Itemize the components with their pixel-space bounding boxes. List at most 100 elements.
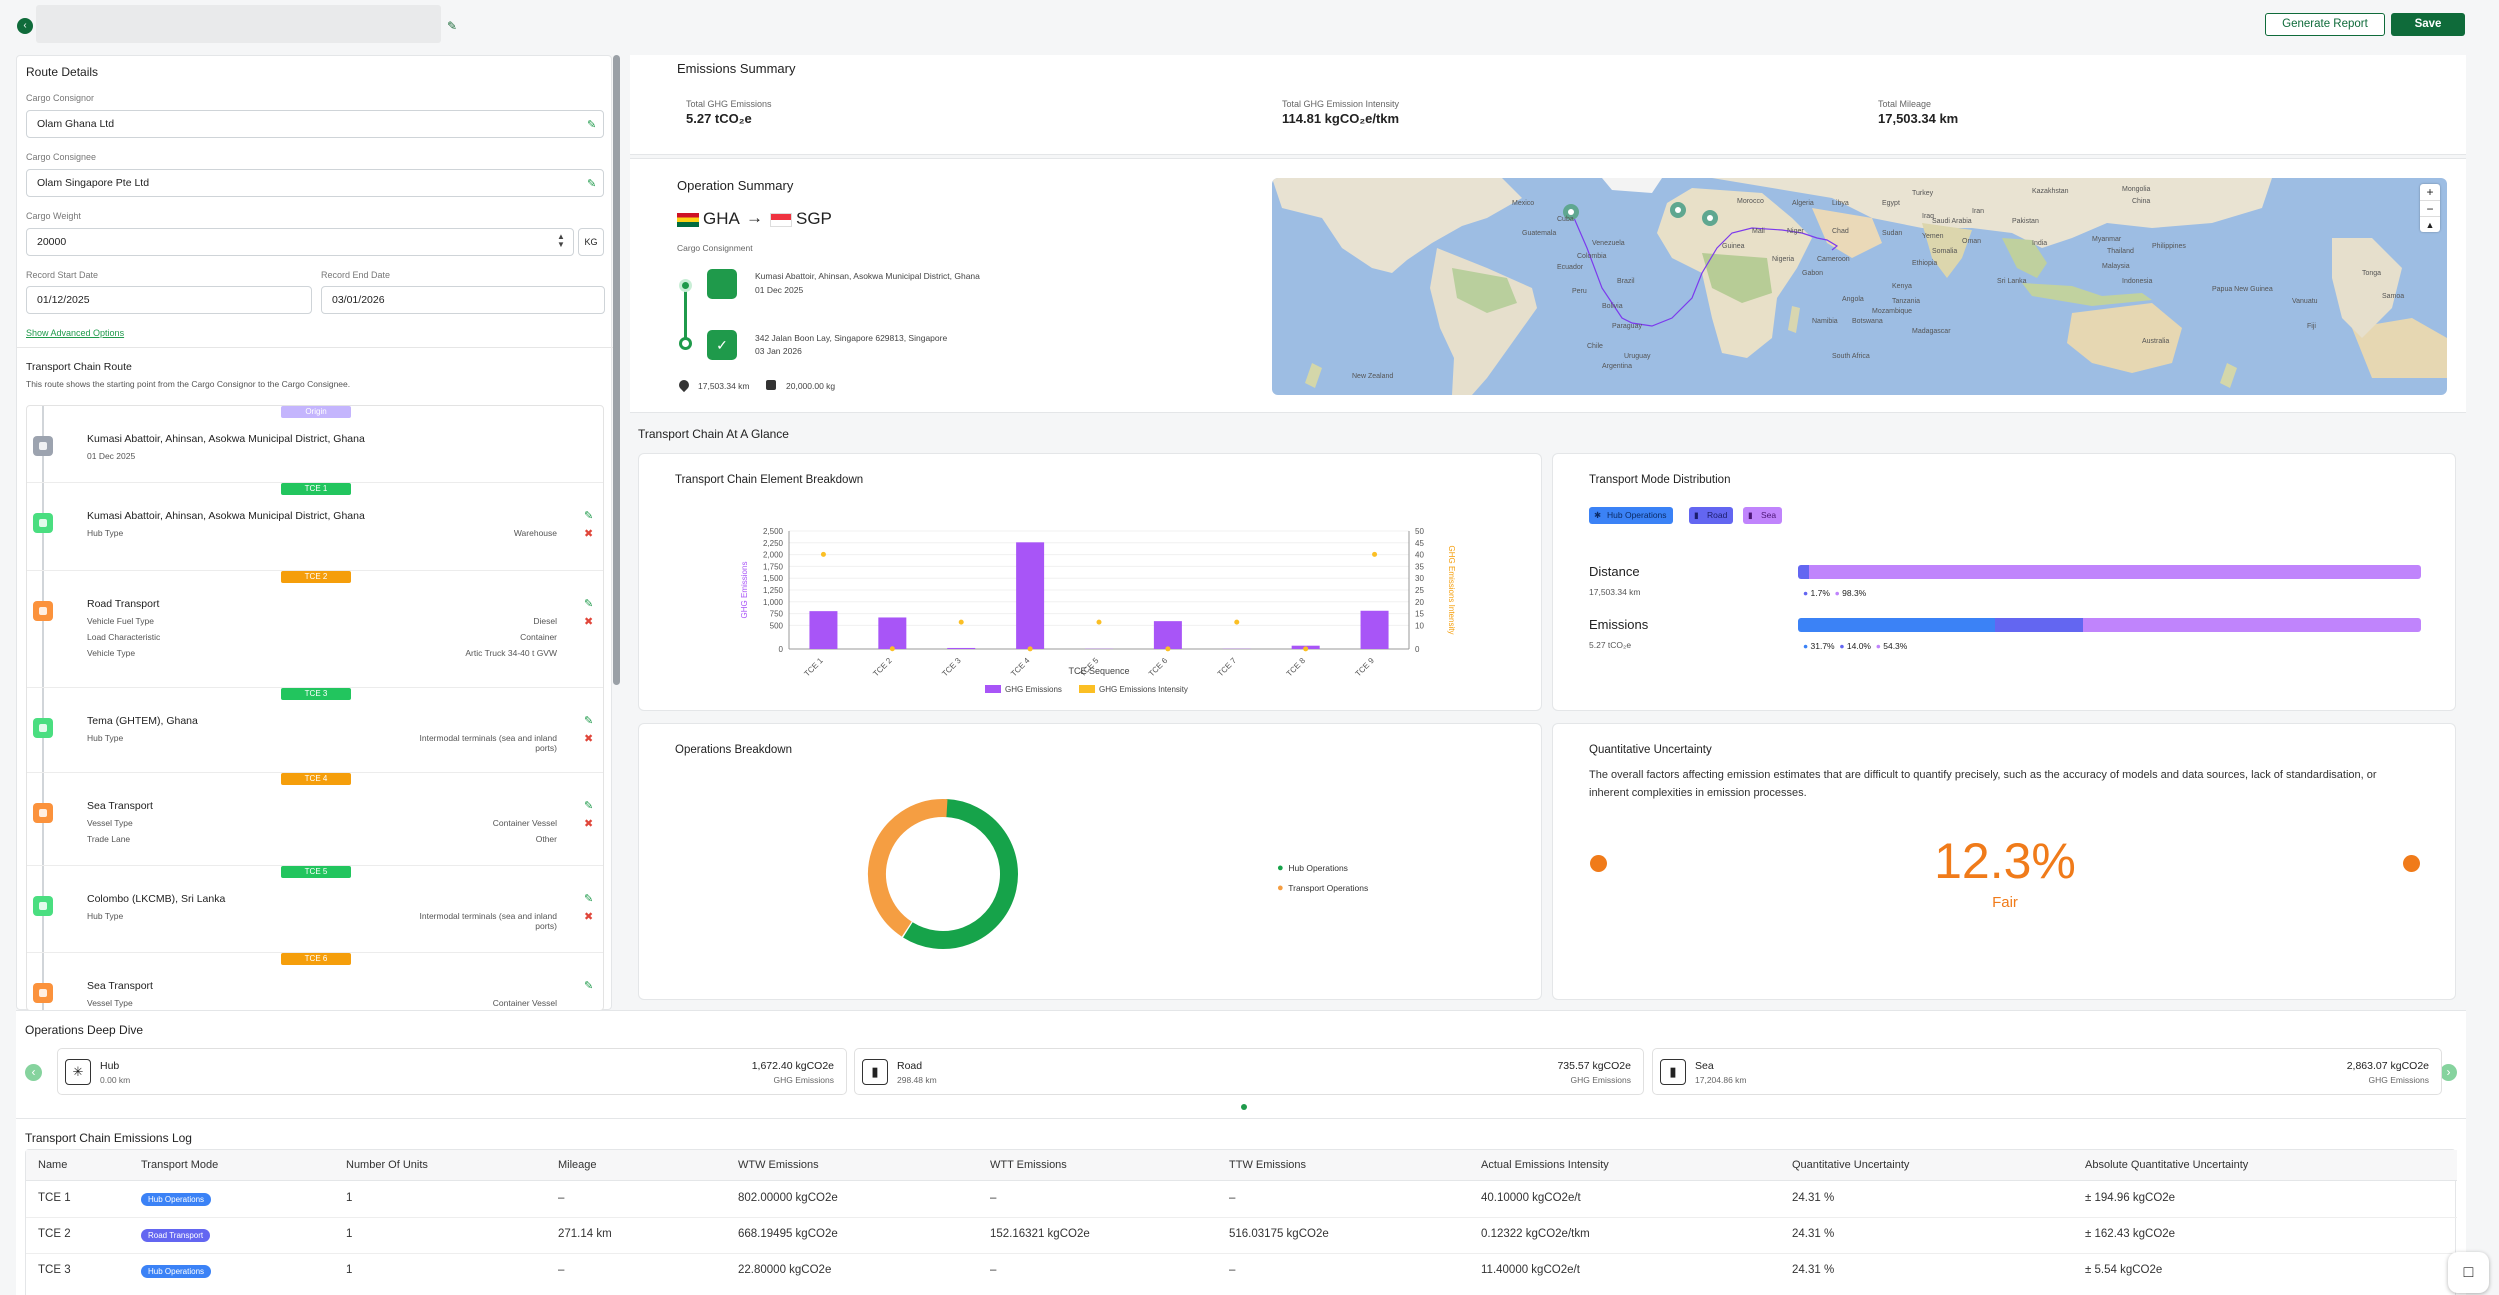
map-label: Paraguay xyxy=(1612,323,1642,330)
tce-badge[interactable]: TCE 3 xyxy=(281,688,351,700)
chip-road-label: Road xyxy=(1707,510,1728,520)
map-label: Tanzania xyxy=(1892,298,1921,305)
log-row-divider xyxy=(26,1253,2457,1254)
save-button[interactable]: Save xyxy=(2391,13,2465,36)
map-label: Sudan xyxy=(1882,230,1903,237)
tce-badge[interactable]: TCE 5 xyxy=(281,866,351,878)
zoom-out-button[interactable]: − xyxy=(2420,200,2440,216)
tce-badge[interactable]: TCE 2 xyxy=(281,571,351,583)
tce-badge[interactable]: TCE 6 xyxy=(281,953,351,965)
weight-input[interactable]: 20000 xyxy=(26,228,574,256)
map-marker-3[interactable] xyxy=(1702,210,1718,226)
log-cell: TCE 2 xyxy=(38,1228,71,1240)
donut-slice-2 xyxy=(868,799,948,937)
chat-icon: □ xyxy=(2463,1264,2474,1281)
delete-step-icon[interactable]: ✖ xyxy=(584,818,594,830)
weight-icon xyxy=(766,380,776,390)
intensity-point-1 xyxy=(820,551,826,557)
deep-dive-card[interactable]: ▮ Road 298.48 km 735.57 kgCO2e GHG Emissions xyxy=(854,1048,1644,1095)
edit-step-icon[interactable]: ✎ xyxy=(584,510,594,522)
y-tick-label: 1,250 xyxy=(763,586,784,595)
distance-segment xyxy=(1808,565,2421,579)
reset-north-button[interactable]: ▲ xyxy=(2420,216,2440,232)
delete-step-icon[interactable]: ✖ xyxy=(584,911,594,923)
intensity-point-8 xyxy=(1303,646,1309,652)
map-label: Venezuela xyxy=(1592,240,1625,247)
generate-report-button[interactable]: Generate Report xyxy=(2265,13,2385,36)
deep-dive-card[interactable]: ✳ Hub 0.00 km 1,672.40 kgCO2e GHG Emissions xyxy=(57,1048,847,1095)
bar-9 xyxy=(1360,610,1389,649)
map-label: Philippines xyxy=(2152,243,2186,250)
deep-dive-card[interactable]: ▮ Sea 17,204.86 km 2,863.07 kgCO2e GHG Emiss… xyxy=(1652,1048,2442,1095)
map-label: Chad xyxy=(1832,228,1849,235)
divider xyxy=(17,347,613,348)
left-scrollbar[interactable] xyxy=(613,55,620,685)
tce-badge[interactable]: TCE 4 xyxy=(281,773,351,785)
report-title-field[interactable] xyxy=(36,5,441,43)
deep-dive-next-button[interactable]: › xyxy=(2440,1064,2457,1081)
edit-step-icon[interactable]: ✎ xyxy=(584,980,594,992)
y2-tick-label: 40 xyxy=(1415,551,1424,560)
legend-dot-transport: ● xyxy=(1277,882,1284,894)
delete-step-icon[interactable]: ✖ xyxy=(584,616,594,628)
log-cell: ± 194.96 kgCO2e xyxy=(2085,1192,2176,1204)
emissions-summary-card: Emissions Summary Total GHG Emissions 5.… xyxy=(630,55,2466,155)
mileage-value: 17,503.34 km xyxy=(1878,111,1959,126)
end-date-input[interactable]: 03/01/2026 xyxy=(321,286,605,314)
route-divider xyxy=(27,687,603,688)
consignee-edit-icon[interactable]: ✎ xyxy=(587,178,597,190)
chip-hub-label: Hub Operations xyxy=(1607,510,1667,520)
map-marker-1[interactable] xyxy=(1563,204,1579,220)
y-tick-label: 750 xyxy=(770,610,784,619)
start-date-input[interactable]: 01/12/2025 xyxy=(26,286,312,314)
chat-button[interactable]: □ xyxy=(2448,1252,2489,1293)
tce-badge[interactable]: TCE 1 xyxy=(281,483,351,495)
log-header: Name xyxy=(38,1159,68,1171)
delete-step-icon[interactable]: ✖ xyxy=(584,733,594,745)
chip-sea[interactable]: ▮ Sea xyxy=(1743,507,1783,524)
edit-step-icon[interactable]: ✎ xyxy=(584,893,594,905)
y-tick-label: 1,750 xyxy=(763,562,784,571)
consignor-edit-icon[interactable]: ✎ xyxy=(587,119,597,131)
x-tick-label: TCE 9 xyxy=(1354,656,1377,679)
consignor-input[interactable]: Olam Ghana Ltd xyxy=(26,110,604,138)
chip-road[interactable]: ▮ Road xyxy=(1689,507,1734,524)
carousel-dot[interactable] xyxy=(1241,1104,1247,1110)
distance-value: 17,503.34 km xyxy=(1589,587,1641,597)
south-america xyxy=(1430,248,1537,395)
dot-sea: ● xyxy=(1834,588,1840,598)
route-step-key: Vehicle Fuel Type xyxy=(87,616,154,626)
pct-em-road: 14.0% xyxy=(1846,641,1871,651)
route-step-value: Artic Truck 34-40 t GVW xyxy=(465,648,557,658)
back-button[interactable]: ‹ xyxy=(17,18,33,34)
map-marker-2[interactable] xyxy=(1670,202,1686,218)
weight-stepper-icon[interactable]: ▲ ▼ xyxy=(557,232,565,249)
map-label: Iran xyxy=(1972,208,1985,215)
edit-step-icon[interactable]: ✎ xyxy=(584,800,594,812)
intensity-point-5 xyxy=(1096,619,1102,625)
route-step-value: Warehouse xyxy=(513,528,557,538)
map-svg xyxy=(1272,178,2447,395)
show-advanced-link[interactable]: Show Advanced Options xyxy=(26,328,125,338)
edit-step-icon[interactable]: ✎ xyxy=(584,598,594,610)
uncertainty-desc: The overall factors affecting emission e… xyxy=(1589,769,2377,799)
x-tick-label: TCE 1 xyxy=(802,656,825,679)
distance-segment xyxy=(1798,565,1809,579)
chip-hub[interactable]: ✱ Hub Operations xyxy=(1589,507,1673,524)
zoom-in-button[interactable]: + xyxy=(2426,185,2434,199)
consignee-input[interactable]: Olam Singapore Pte Ltd xyxy=(26,169,604,197)
zoom-controls: + − ▲ xyxy=(2420,184,2440,232)
legend-label-intensity: GHG Emissions Intensity xyxy=(1099,685,1188,694)
deep-dive-title: Operations Deep Dive xyxy=(25,1023,144,1037)
edit-step-icon[interactable]: ✎ xyxy=(584,715,594,727)
pct-sea: 98.3% xyxy=(1842,588,1867,598)
operations-breakdown-card: Operations Breakdown ● Hub Operations ● … xyxy=(638,723,1542,1000)
x-axis-label: TCE Sequence xyxy=(1068,666,1129,676)
edit-title-icon[interactable]: ✎ xyxy=(447,19,458,33)
delete-step-icon[interactable]: ✖ xyxy=(584,528,594,540)
map-label: Turkey xyxy=(1912,190,1934,197)
indonesia xyxy=(2022,283,2152,306)
deep-dive-prev-button[interactable]: ‹ xyxy=(25,1064,42,1081)
log-cell: TCE 3 xyxy=(38,1264,71,1276)
route-map[interactable]: Mexico Cuba Guatemala Venezuela Colombia Ecua… xyxy=(1272,178,2447,395)
